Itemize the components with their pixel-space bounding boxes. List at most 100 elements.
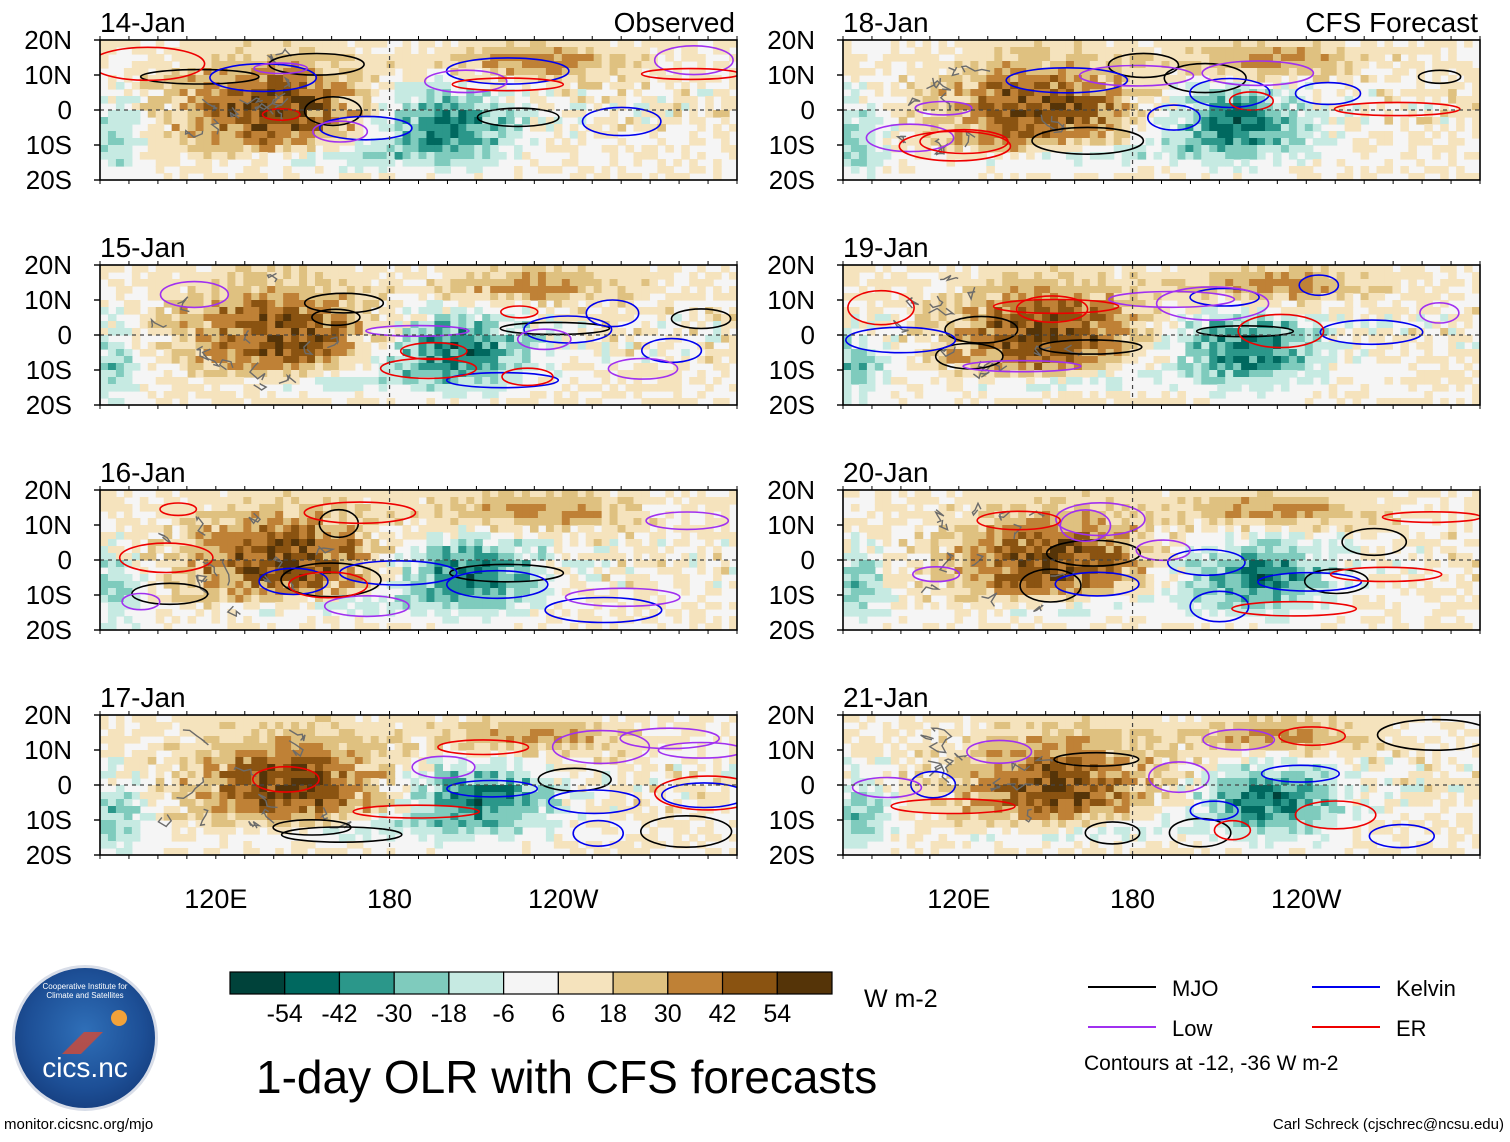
- colorbar-swatch: [448, 971, 505, 995]
- low-legend-label: Low: [1172, 1016, 1212, 1041]
- x-tick-label: 180: [1110, 884, 1155, 914]
- coastline: [182, 729, 209, 746]
- kelvin-contour: [1189, 800, 1239, 822]
- y-tick-label: 10S: [26, 130, 72, 160]
- coastline: [948, 66, 960, 77]
- y-tick-label: 20S: [26, 615, 72, 645]
- coastline: [195, 574, 208, 584]
- y-tick-label: 10N: [767, 60, 815, 90]
- y-tick-label: 10S: [769, 805, 815, 835]
- coastline: [920, 584, 941, 594]
- source-url[interactable]: monitor.cicsnc.org/mjo: [4, 1116, 154, 1133]
- y-tick-label: 0: [58, 95, 72, 125]
- low-contour: [159, 280, 230, 309]
- column-title: Observed: [614, 7, 735, 38]
- panel-16-Jan: 20N 10N 0 10S 20S 16-Jan: [24, 457, 738, 645]
- coastline: [1033, 604, 1044, 613]
- mjo-contour: [1084, 821, 1141, 845]
- low-contour: [911, 565, 961, 583]
- coastline: [1033, 345, 1052, 357]
- y-tick-label: 20S: [769, 390, 815, 420]
- er-contour: [100, 46, 206, 82]
- panel-15-Jan: 20N 10N 0 10S 20S 15-Jan: [24, 232, 738, 420]
- y-tick-label: 10N: [24, 60, 72, 90]
- olr-field: [100, 715, 737, 855]
- x-tick-label: 120W: [528, 884, 599, 914]
- er-contour: [898, 130, 1012, 162]
- er-contour: [501, 367, 554, 387]
- kelvin-contour: [1298, 274, 1340, 297]
- coastline: [940, 274, 959, 282]
- y-tick-label: 10S: [26, 805, 72, 835]
- y-tick-label: 20S: [26, 165, 72, 195]
- coastline: [930, 727, 953, 741]
- y-tick-label: 20N: [767, 25, 815, 55]
- coastline: [1050, 116, 1065, 134]
- y-tick-label: 10N: [767, 285, 815, 315]
- x-tick-label: 120E: [184, 884, 247, 914]
- colorbar-label: 42: [709, 1000, 737, 1028]
- mjo-contour: [303, 292, 385, 314]
- coastline: [934, 763, 950, 784]
- y-tick-label: 10S: [769, 355, 815, 385]
- mjo-contour: [1031, 126, 1145, 156]
- olr-field: [100, 265, 737, 405]
- olr-field: [843, 265, 1480, 405]
- coastline: [303, 340, 314, 356]
- logo-name: cics.nc: [42, 1052, 128, 1083]
- kelvin-contour: [446, 779, 539, 798]
- low-contour: [966, 739, 1033, 764]
- mjo-contour: [1038, 339, 1143, 355]
- coastline: [248, 362, 266, 381]
- y-tick-label: 10S: [769, 130, 815, 160]
- er-contour: [1294, 800, 1377, 830]
- y-tick-label: 20N: [767, 250, 815, 280]
- mjo-contour: [639, 814, 733, 848]
- y-tick-label: 0: [801, 770, 815, 800]
- er-contour: [159, 502, 198, 517]
- panel-date: 21-Jan: [843, 682, 929, 713]
- coastline: [283, 76, 291, 88]
- mjo-legend-label: MJO: [1172, 976, 1218, 1001]
- coastline: [176, 777, 205, 800]
- olr-field: [843, 715, 1480, 855]
- y-tick-label: 10N: [24, 735, 72, 765]
- kelvin-legend-label: Kelvin: [1396, 976, 1456, 1001]
- coastline: [990, 777, 1001, 792]
- low-contour: [865, 123, 955, 153]
- er-legend-label: ER: [1396, 1016, 1427, 1041]
- low-contour: [657, 741, 737, 759]
- logo-arc-text: Cooperative Institute for Climate and Sa…: [42, 982, 128, 1000]
- y-tick-label: 20N: [24, 25, 72, 55]
- er-contour: [251, 765, 320, 793]
- y-tick-label: 20S: [769, 840, 815, 870]
- panel-date: 19-Jan: [843, 232, 929, 263]
- coastline: [943, 758, 955, 773]
- coastline: [939, 346, 956, 358]
- coastline: [272, 92, 289, 107]
- coastline: [243, 330, 251, 344]
- author-credit: Carl Schreck (cjschrec@ncsu.edu): [1272, 1116, 1504, 1133]
- er-contour: [654, 775, 737, 811]
- colorbar-label: 30: [654, 1000, 682, 1028]
- mjo-contour: [1376, 718, 1480, 751]
- er-contour: [1333, 101, 1461, 117]
- colorbar-label: -18: [431, 1000, 467, 1028]
- y-tick-label: 10N: [24, 510, 72, 540]
- low-contour: [564, 587, 681, 608]
- kelvin-contour: [1005, 67, 1129, 94]
- low-contour: [1202, 728, 1276, 751]
- x-tick-label: 120E: [927, 884, 990, 914]
- er-contour: [261, 108, 301, 122]
- kelvin-contour: [1189, 287, 1260, 307]
- coastline: [184, 129, 204, 139]
- mjo-contour: [1163, 62, 1247, 94]
- kelvin-contour: [1260, 764, 1340, 783]
- coastline: [199, 808, 209, 827]
- panel-20-Jan: 20N 10N 0 10S 20S 20-Jan: [767, 457, 1481, 645]
- legend: MJO Kelvin Low ER: [1088, 976, 1456, 1041]
- low-contour: [645, 511, 730, 531]
- y-tick-label: 10N: [767, 510, 815, 540]
- coastline: [275, 47, 292, 57]
- y-tick-label: 20S: [769, 615, 815, 645]
